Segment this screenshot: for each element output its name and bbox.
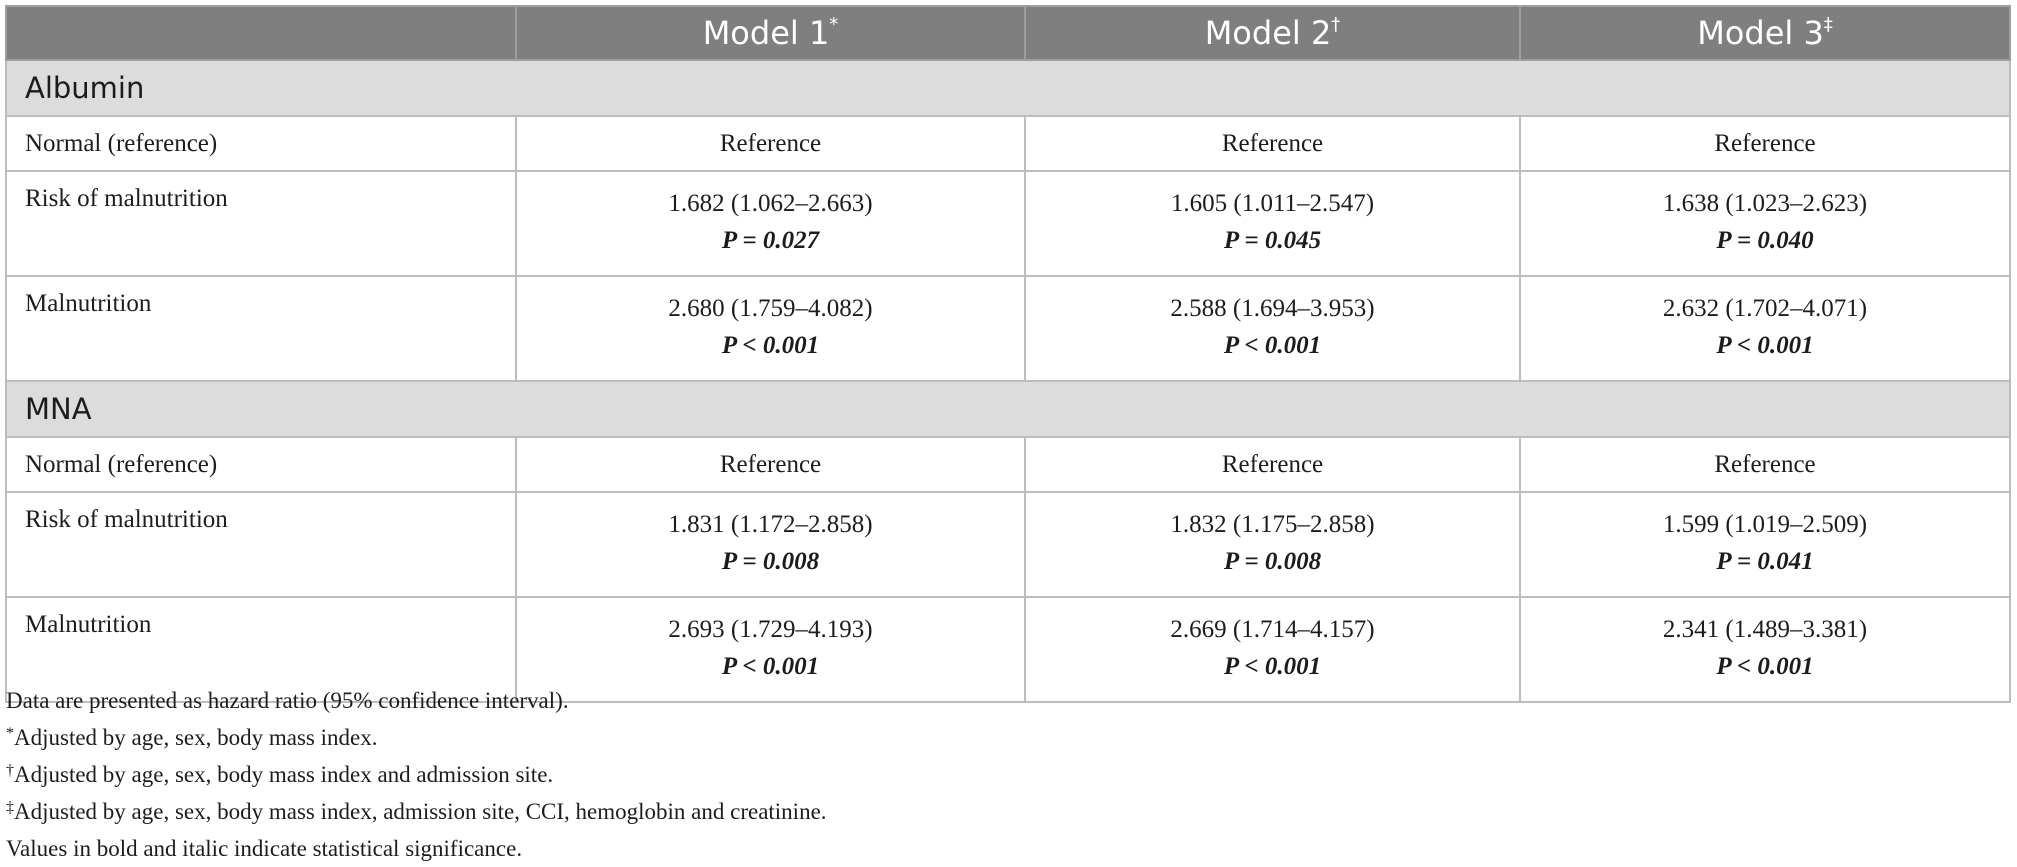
table-row: Normal (reference) Reference Reference R… [5,115,2011,172]
section-row-mna: MNA [5,380,2011,438]
footnote-mark: * [6,725,14,742]
table-cell: 1.682 (1.062–2.663) P = 0.027 [515,170,1026,277]
row-label: Normal (reference) [5,436,517,493]
header-model-3: Model 3‡ [1519,5,2011,61]
table-row: Normal (reference) Reference Reference R… [5,436,2011,493]
table-cell: 2.588 (1.694–3.953) P < 0.001 [1024,275,1521,382]
cell-value: 1.831 (1.172–2.858) [668,511,873,538]
table-cell: 2.680 (1.759–4.082) P < 0.001 [515,275,1026,382]
footnote-mark: ‡ [1823,14,1833,35]
footnote-mark: ‡ [6,799,14,816]
table-cell: 1.605 (1.011–2.547) P = 0.045 [1024,170,1521,277]
cell-value: Reference [1221,130,1324,157]
cell-value: Reference [719,130,822,157]
footnote-significance: Values in bold and italic indicate stati… [6,836,523,861]
cell-value: 1.832 (1.175–2.858) [1170,511,1375,538]
cell-value: Reference [1714,130,1816,157]
table-cell: 2.341 (1.489–3.381) P < 0.001 [1519,596,2011,703]
table-row: Risk of malnutrition 1.682 (1.062–2.663)… [5,170,2011,277]
table-cell: Reference [1024,115,1521,172]
footnote-mark: † [6,762,14,779]
footnote-2: †Adjusted by age, sex, body mass index a… [6,762,554,787]
p-value: P = 0.008 [1223,548,1322,575]
header-model-1: Model 1* [515,5,1026,61]
cell-value: 2.669 (1.714–4.157) [1170,616,1375,643]
cell-value: 2.588 (1.694–3.953) [1170,295,1375,322]
table-cell: Reference [515,436,1026,493]
header-model-2: Model 2† [1024,5,1521,61]
row-label: Normal (reference) [5,115,517,172]
cell-value: 1.599 (1.019–2.509) [1662,511,1868,538]
section-title: MNA [5,380,2011,438]
cell-value: 1.682 (1.062–2.663) [668,190,873,217]
cell-value: Reference [1714,451,1816,478]
row-label: Malnutrition [5,596,517,703]
p-value: P = 0.041 [1716,548,1814,575]
footnote-1: *Adjusted by age, sex, body mass index. [6,725,378,750]
footnote-general: Data are presented as hazard ratio (95% … [6,688,569,713]
p-value: P = 0.040 [1716,227,1814,254]
cell-value: 2.341 (1.489–3.381) [1662,616,1868,643]
table-cell: 1.832 (1.175–2.858) P = 0.008 [1024,491,1521,598]
results-table: Model 1* Model 2† Model 3‡ Albumin Norma… [5,5,2011,703]
table-row: Malnutrition 2.680 (1.759–4.082) P < 0.00… [5,275,2011,382]
p-value: P < 0.001 [1223,653,1322,680]
table-cell: 1.831 (1.172–2.858) P = 0.008 [515,491,1026,598]
p-value: P < 0.001 [1716,332,1814,359]
table-cell: 1.599 (1.019–2.509) P = 0.041 [1519,491,2011,598]
cell-value: 1.638 (1.023–2.623) [1662,190,1868,217]
cell-value: 1.605 (1.011–2.547) [1170,190,1375,217]
header-blank [5,5,517,61]
table-cell: 2.632 (1.702–4.071) P < 0.001 [1519,275,2011,382]
table-cell: 2.693 (1.729–4.193) P < 0.001 [515,596,1026,703]
row-label: Risk of malnutrition [5,491,517,598]
table-cell: Reference [1519,115,2011,172]
p-value: P = 0.045 [1223,227,1322,254]
table-cell: Reference [515,115,1026,172]
row-label: Malnutrition [5,275,517,382]
table-cell: Reference [1519,436,2011,493]
p-value: P < 0.001 [1223,332,1322,359]
p-value: P < 0.001 [721,653,820,680]
header-row: Model 1* Model 2† Model 3‡ [5,5,2011,61]
row-label: Risk of malnutrition [5,170,517,277]
p-value: P = 0.027 [721,227,820,254]
table-cell: 1.638 (1.023–2.623) P = 0.040 [1519,170,2011,277]
table-row: Risk of malnutrition 1.831 (1.172–2.858)… [5,491,2011,598]
cell-value: 2.632 (1.702–4.071) [1662,295,1868,322]
footnote-3: ‡Adjusted by age, sex, body mass index, … [6,799,827,824]
p-value: P < 0.001 [1716,653,1814,680]
table-row: Malnutrition 2.693 (1.729–4.193) P < 0.00… [5,596,2011,703]
table-footnotes: Data are presented as hazard ratio (95% … [6,682,2006,867]
cell-value: Reference [719,451,822,478]
cell-value: 2.680 (1.759–4.082) [668,295,873,322]
cell-value: 2.693 (1.729–4.193) [668,616,873,643]
footnote-mark: † [1331,14,1341,35]
footnote-mark: * [829,14,839,35]
table-cell: Reference [1024,436,1521,493]
p-value: P < 0.001 [721,332,820,359]
cell-value: Reference [1221,451,1324,478]
section-row-albumin: Albumin [5,59,2011,117]
table-cell: 2.669 (1.714–4.157) P < 0.001 [1024,596,1521,703]
p-value: P = 0.008 [721,548,820,575]
section-title: Albumin [5,59,2011,117]
